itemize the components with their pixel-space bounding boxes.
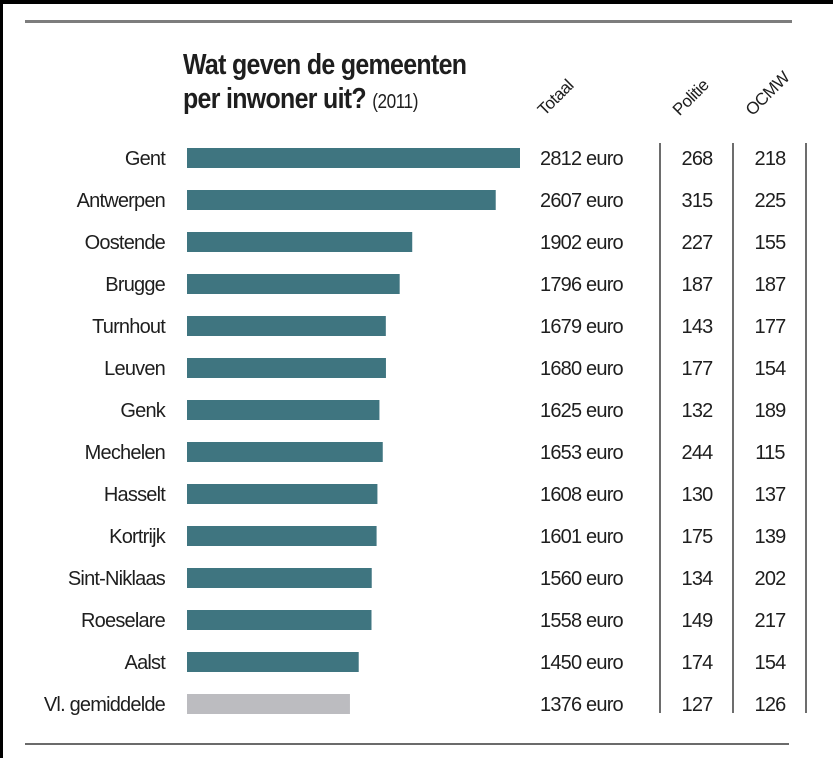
bar <box>187 358 386 378</box>
bar <box>187 190 496 210</box>
bar <box>187 316 386 336</box>
totaal-value-label: 1450 euro <box>540 652 624 674</box>
title-line-2: per inwoner uit? (2011) <box>183 82 466 119</box>
ocmw-value-label: 217 <box>755 610 787 632</box>
politie-value-label: 149 <box>682 610 714 632</box>
category-label: Genk <box>120 400 166 422</box>
category-label: Gent <box>125 148 166 170</box>
totaal-value-label: 1679 euro <box>540 316 624 338</box>
ocmw-value-label: 154 <box>755 652 787 674</box>
bar <box>187 442 383 462</box>
totaal-value-label: 1902 euro <box>540 232 624 254</box>
bar <box>187 526 377 546</box>
bottom-rule <box>25 743 789 745</box>
bar <box>187 610 372 630</box>
politie-value-label: 175 <box>682 526 714 548</box>
totaal-value-label: 1376 euro <box>540 694 624 716</box>
title-year: (2011) <box>372 91 419 113</box>
category-label: Mechelen <box>85 442 165 464</box>
category-label: Kortrijk <box>109 526 167 548</box>
politie-value-label: 315 <box>682 190 714 212</box>
chart-title: Wat geven de gemeenten per inwoner uit? … <box>183 48 467 119</box>
politie-value-label: 132 <box>682 400 714 422</box>
top-rule <box>25 20 792 23</box>
chart-canvas <box>3 4 833 758</box>
bar <box>187 568 372 588</box>
category-label: Leuven <box>104 358 165 380</box>
politie-value-label: 268 <box>682 148 714 170</box>
ocmw-value-label: 189 <box>755 400 787 422</box>
ocmw-value-label: 187 <box>755 274 787 296</box>
totaal-value-label: 1653 euro <box>540 442 624 464</box>
politie-value-label: 244 <box>682 442 714 464</box>
politie-value-label: 143 <box>682 316 714 338</box>
bar <box>187 400 380 420</box>
politie-value-label: 187 <box>682 274 714 296</box>
totaal-value-label: 1625 euro <box>540 400 624 422</box>
title-line-1: Wat geven de gemeenten <box>183 49 467 81</box>
bar <box>187 148 520 168</box>
ocmw-value-label: 155 <box>755 232 787 254</box>
ocmw-value-label: 126 <box>755 694 787 716</box>
average-bar <box>187 694 350 714</box>
totaal-value-label: 1558 euro <box>540 610 624 632</box>
ocmw-value-label: 139 <box>755 526 787 548</box>
ocmw-value-label: 225 <box>755 190 787 212</box>
category-label: Vl. gemiddelde <box>44 694 166 716</box>
politie-value-label: 134 <box>682 568 714 590</box>
category-label: Aalst <box>125 652 167 674</box>
category-label: Hasselt <box>104 484 166 506</box>
politie-value-label: 174 <box>682 652 714 674</box>
totaal-value-label: 1560 euro <box>540 568 624 590</box>
ocmw-value-label: 177 <box>755 316 787 338</box>
bar <box>187 232 413 252</box>
title-line-2-text: per inwoner uit? <box>183 83 367 115</box>
politie-value-label: 130 <box>682 484 714 506</box>
bar <box>187 274 400 294</box>
category-label: Turnhout <box>92 316 166 338</box>
totaal-value-label: 1601 euro <box>540 526 624 548</box>
politie-value-label: 177 <box>682 358 714 380</box>
bar <box>187 484 378 504</box>
ocmw-value-label: 154 <box>755 358 787 380</box>
category-label: Antwerpen <box>77 190 165 212</box>
totaal-value-label: 2812 euro <box>540 148 624 170</box>
category-label: Roeselare <box>81 610 166 632</box>
totaal-value-label: 1680 euro <box>540 358 624 380</box>
ocmw-value-label: 115 <box>755 442 785 464</box>
bar <box>187 652 359 672</box>
totaal-value-label: 1796 euro <box>540 274 624 296</box>
ocmw-value-label: 202 <box>755 568 787 590</box>
category-label: Sint-Niklaas <box>68 568 166 590</box>
ocmw-value-label: 137 <box>755 484 787 506</box>
totaal-value-label: 2607 euro <box>540 190 624 212</box>
politie-value-label: 227 <box>682 232 714 254</box>
totaal-value-label: 1608 euro <box>540 484 624 506</box>
category-label: Brugge <box>105 274 165 296</box>
politie-value-label: 127 <box>682 694 714 716</box>
category-label: Oostende <box>85 232 166 254</box>
ocmw-value-label: 218 <box>755 148 787 170</box>
